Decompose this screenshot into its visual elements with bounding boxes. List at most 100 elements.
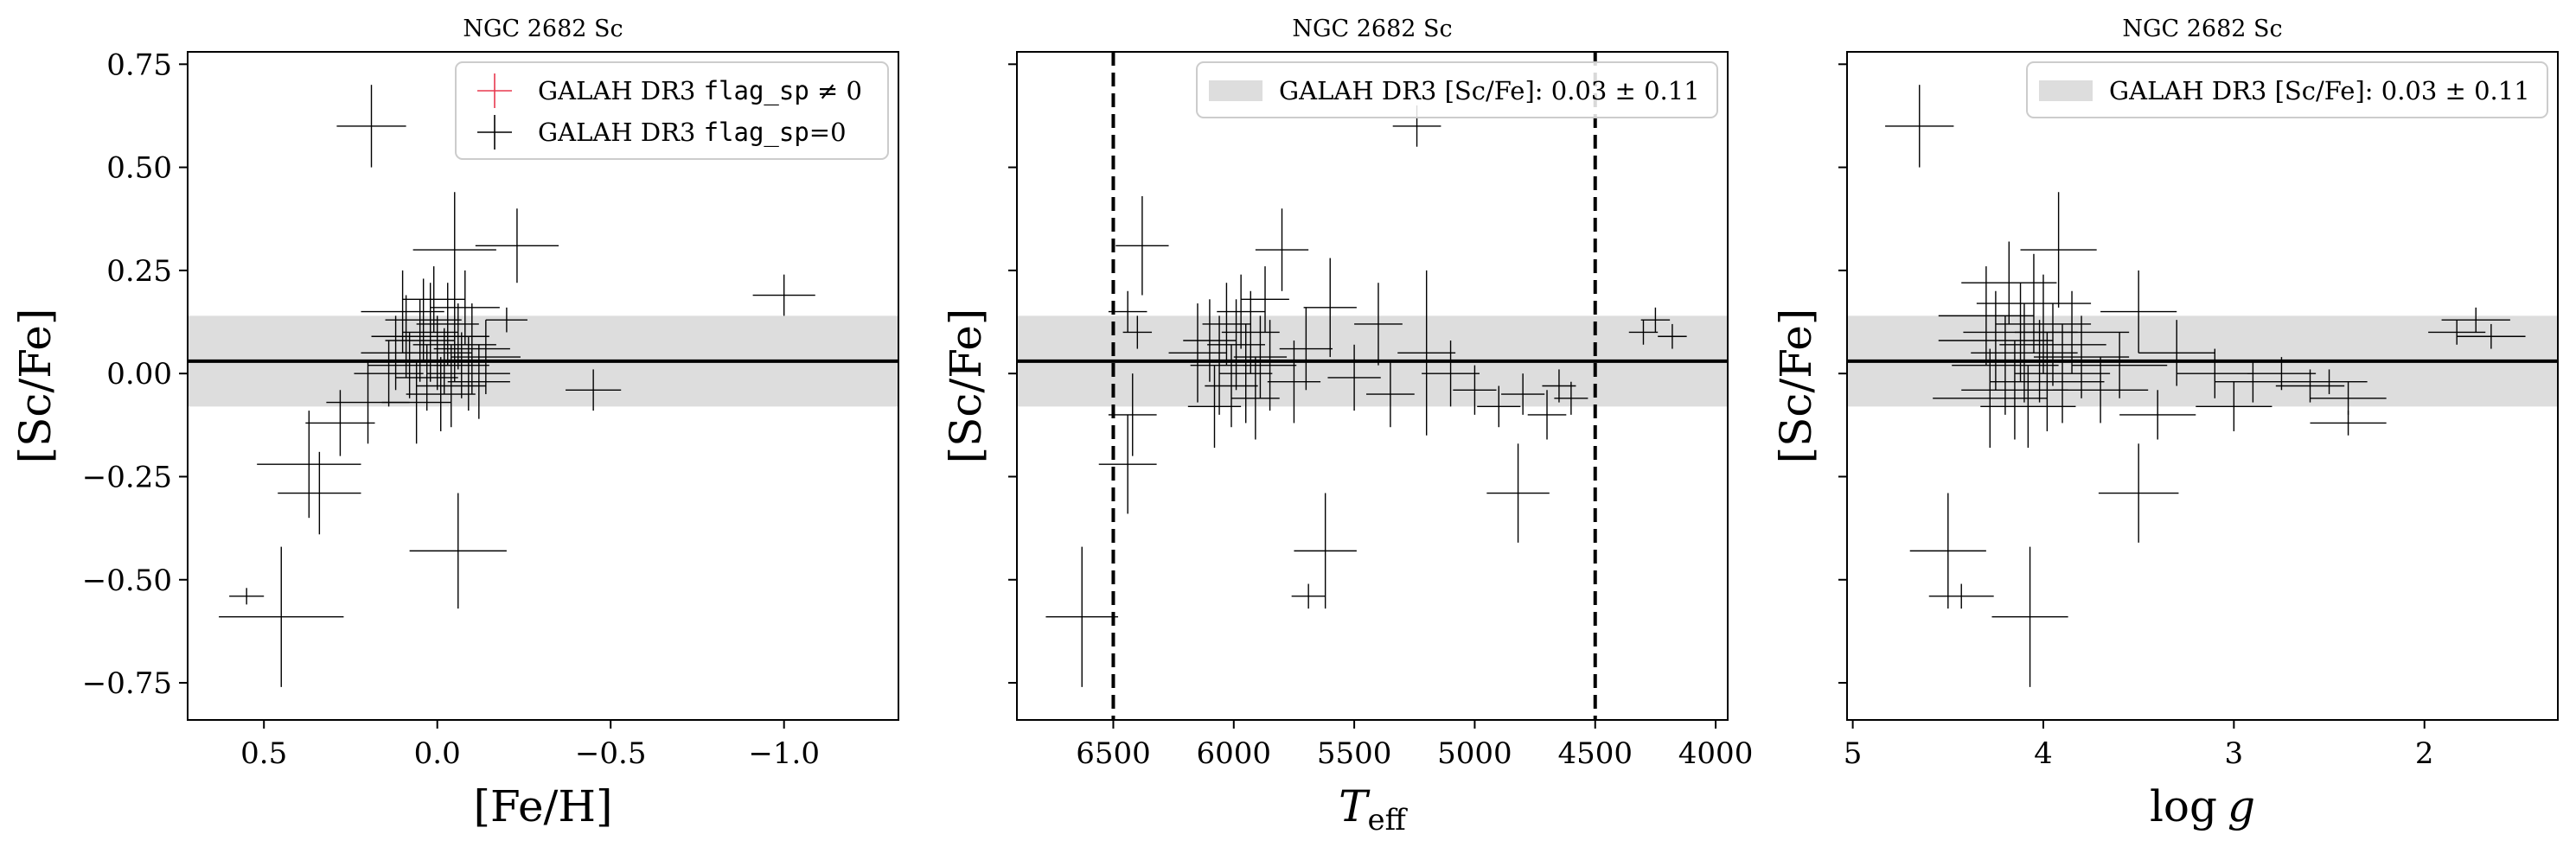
data-point [1233, 315, 1288, 398]
x-tick-label: 4000 [1678, 736, 1754, 771]
data-point [1279, 307, 1333, 391]
legend-entry-prefix: GALAH DR3 [Sc/Fe]: 0.03 ± 0.11 [1279, 76, 1700, 105]
data-point [1187, 365, 1242, 449]
y-tick-label: 0.00 [106, 357, 172, 392]
data-point [402, 315, 472, 391]
data-point [1045, 546, 1119, 687]
data-point [1990, 332, 2105, 431]
data-point [2310, 381, 2387, 415]
data-point [354, 341, 424, 407]
panel-1: 0.5 0.0 −0.5 −1.0 0.75 0.50 0.25 0.00 −0.25 −0.50… [10, 16, 899, 831]
data-point [2196, 381, 2272, 431]
data-point [430, 270, 500, 345]
data-point [1115, 196, 1169, 296]
y-axis-label: [Sc/Fe] [10, 309, 61, 464]
legend-box [2026, 61, 2548, 118]
x-tick-label: 0.0 [414, 736, 461, 771]
legend-entry-prefix: GALAH DR3 [538, 76, 704, 105]
data-point [1098, 414, 1157, 514]
x-axis-label-sub: eff [1368, 803, 1409, 837]
legend-band-swatch [2039, 80, 2093, 101]
data-point [305, 390, 375, 456]
data-point [2310, 411, 2387, 436]
x-tick-label: 2 [2415, 736, 2434, 771]
x-tick-label: 6000 [1197, 736, 1272, 771]
x-axis-label-main: log [2150, 781, 2217, 831]
data-point [1928, 583, 1994, 609]
data-point [1542, 369, 1576, 403]
data-point [278, 451, 361, 535]
data-point [1291, 583, 1326, 609]
legend-entry-label: GALAH DR3 flag_sp=0 [538, 118, 847, 148]
data-point [1108, 290, 1147, 333]
y-tick-label: 0.25 [106, 254, 172, 289]
data-point [1230, 357, 1280, 440]
data-point [1205, 344, 1258, 428]
data-point [1961, 241, 2057, 324]
plot-frame [1016, 51, 1729, 721]
data-point [485, 307, 527, 333]
data-point [1255, 208, 1309, 291]
data-point [2441, 307, 2510, 333]
data-point [2020, 192, 2097, 308]
panel-2: 6500 6000 5500 5000 4500 4000 NGC 2682 Sc [Sc/F… [941, 16, 1753, 837]
panel-3: 5 4 3 2 NGC 2682 Sc [Sc/Fe] log g GALAH DR3 [Sc/… [1771, 16, 2559, 831]
data-point [566, 369, 622, 411]
plot-area [188, 85, 898, 687]
legend-entry-suffix: =0 [809, 118, 847, 147]
x-tick-label: 4 [2034, 736, 2053, 771]
x-axis-label-main: T [1339, 781, 1371, 831]
x-axis-label-sub: g [2228, 781, 2255, 831]
legend-entry-label: GALAH DR3 flag_sp ≠ 0 [538, 76, 862, 106]
plot-frame [1846, 51, 2559, 721]
data-point [402, 266, 465, 333]
data-point [1190, 315, 1249, 415]
y-tick-label: −0.50 [82, 564, 172, 598]
data-point [1219, 323, 1273, 424]
data-point [1267, 341, 1321, 424]
data-point [2138, 320, 2215, 386]
x-axis-label: [Fe/H] [473, 781, 612, 831]
y-tick-label: −0.75 [82, 666, 172, 701]
panel-title: NGC 2682 Sc [2122, 16, 2282, 42]
legend-entry-prefix: GALAH DR3 [Sc/Fe]: 0.03 ± 0.11 [2109, 76, 2530, 105]
x-tick-label: 5000 [1437, 736, 1512, 771]
data-point [1243, 320, 1297, 411]
x-tick-label: 5500 [1317, 736, 1392, 771]
panel-title: NGC 2682 Sc [463, 16, 623, 42]
data-point [475, 208, 559, 283]
data-point [1217, 274, 1266, 349]
data-point [1241, 266, 1289, 333]
legend-entry-code: flag_sp [704, 118, 809, 148]
data-point [416, 283, 479, 366]
data-point [2098, 443, 2179, 543]
data-point [2072, 332, 2168, 398]
legend-box [455, 61, 889, 160]
y-tick-label: 0.75 [106, 48, 172, 82]
y-axis-label: [Sc/Fe] [1771, 309, 1821, 464]
data-point [385, 299, 455, 382]
x-tick-label: −0.5 [575, 736, 647, 771]
data-point [1909, 493, 1986, 609]
data-point [1885, 85, 1954, 168]
data-point [1980, 365, 2076, 449]
data-point [1207, 299, 1266, 391]
data-point [1999, 303, 2106, 386]
data-point [412, 192, 496, 308]
legend-entry-suffix: ≠ 0 [809, 76, 862, 105]
legend-entry-code: flag_sp [704, 76, 809, 106]
data-point [1527, 390, 1567, 440]
data-point [257, 411, 361, 519]
data-point [1122, 315, 1153, 349]
plot-area [1017, 52, 1728, 720]
data-point [2291, 369, 2368, 395]
data-point [1202, 283, 1251, 366]
x-tick-label: 4500 [1557, 736, 1633, 771]
data-point [1971, 303, 2078, 403]
data-point [451, 320, 521, 395]
panel-title: NGC 2682 Sc [1292, 16, 1452, 42]
data-point [229, 588, 265, 605]
data-point [2014, 323, 2111, 424]
x-tick-label: 5 [1844, 736, 1863, 771]
